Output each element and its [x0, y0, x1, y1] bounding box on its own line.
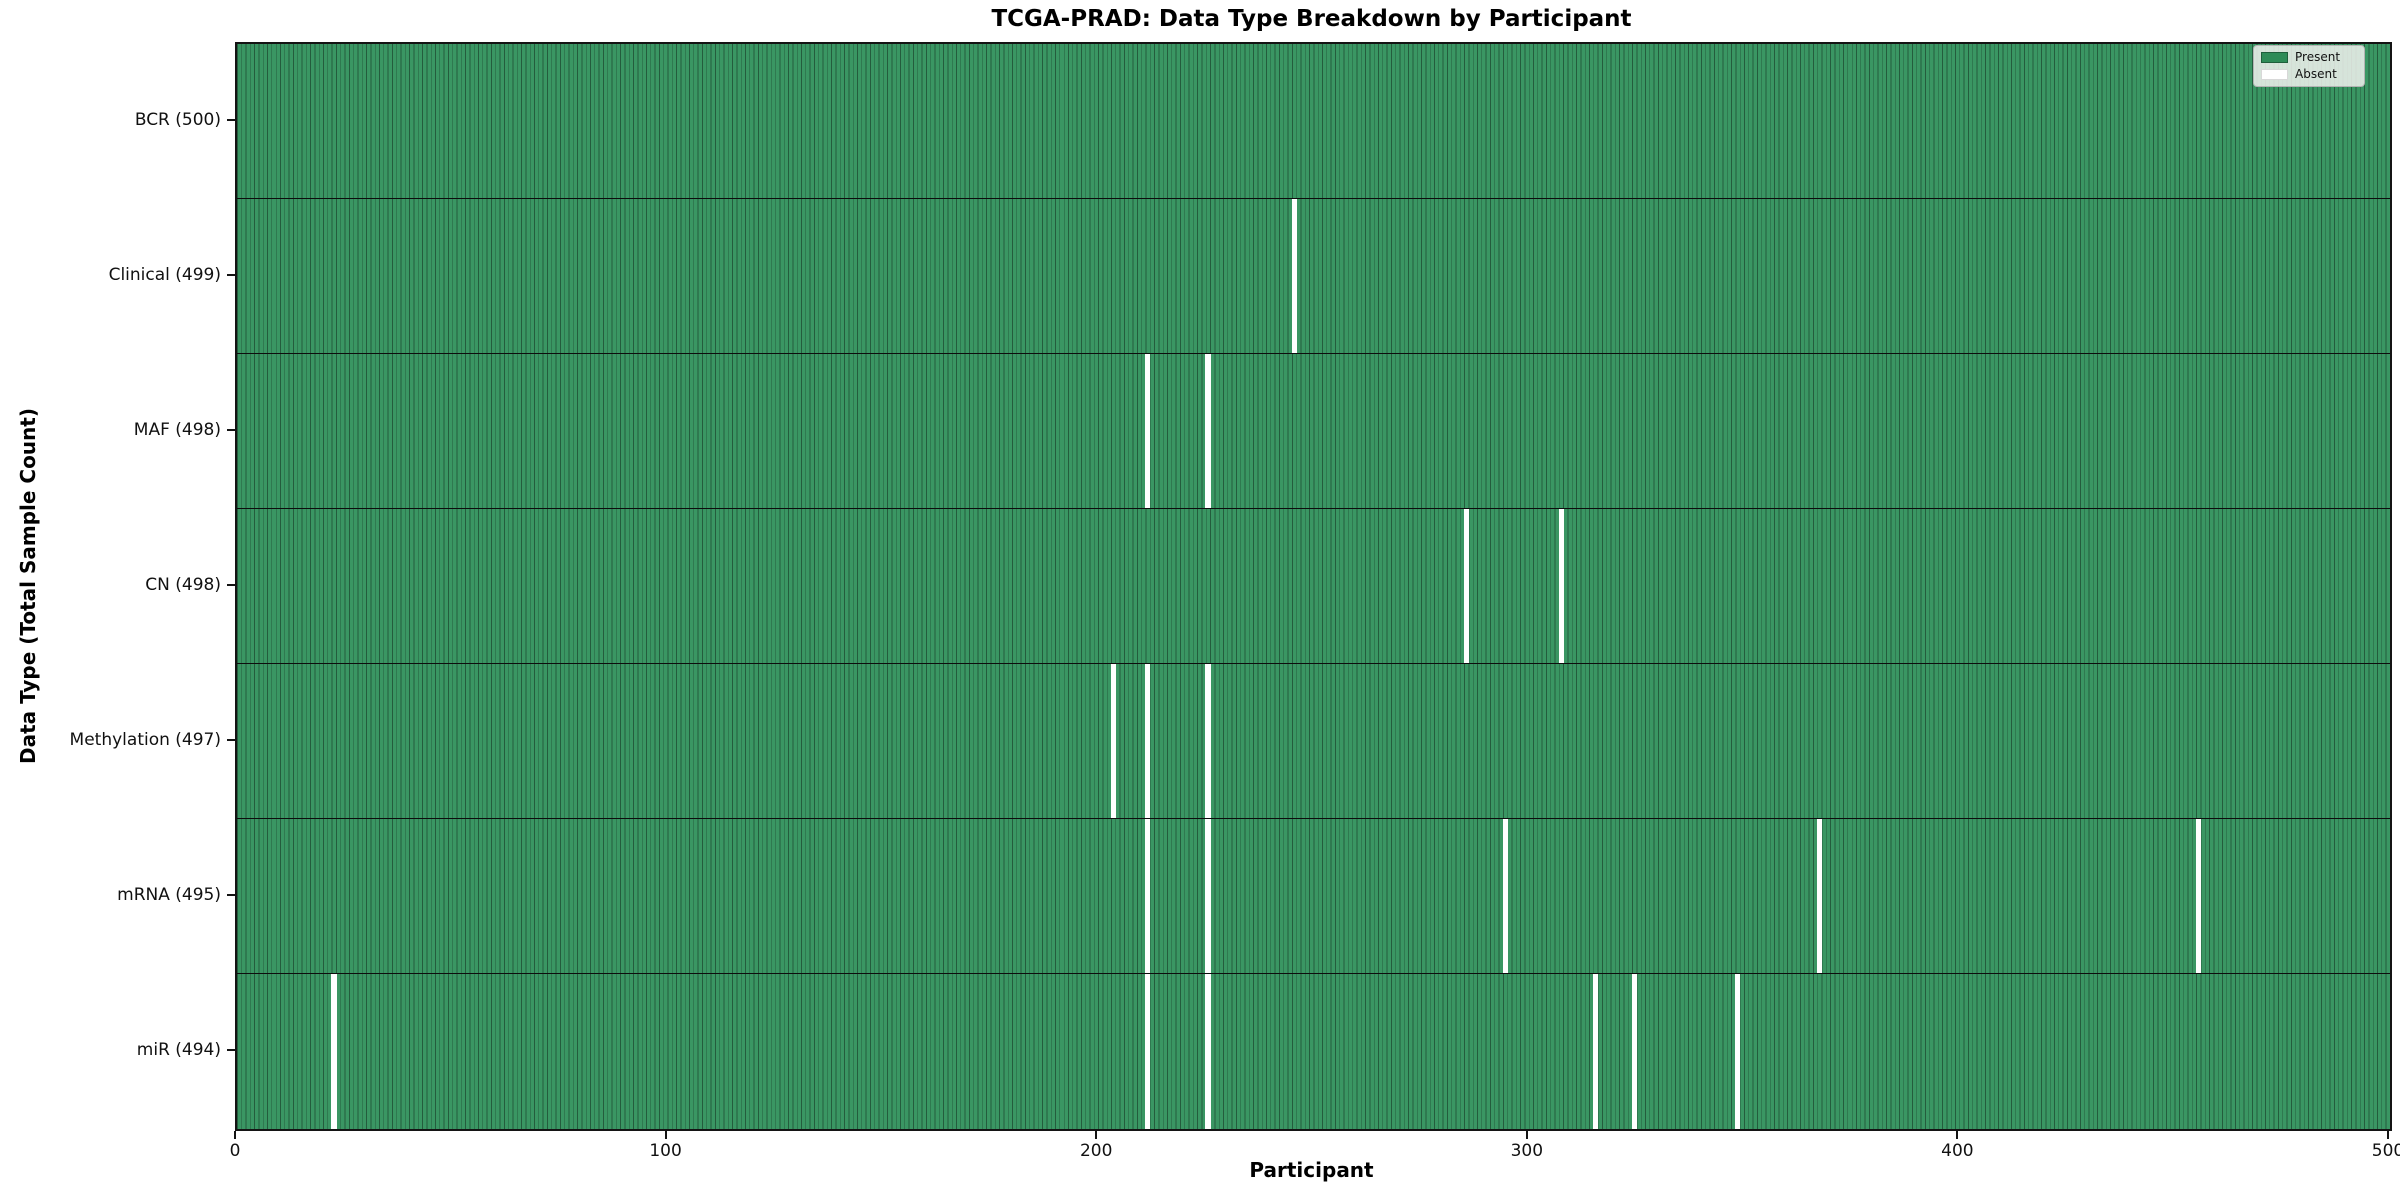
y-tick-mark	[227, 738, 235, 741]
x-tick-mark	[1956, 1131, 1959, 1139]
y-tick-label: mRNA (495)	[117, 884, 221, 905]
absent-bar	[2195, 819, 2202, 973]
y-tick-mark	[227, 583, 235, 586]
y-tick-mark	[227, 273, 235, 276]
x-tick-label: 200	[1079, 1141, 1113, 1161]
row-clinical	[237, 199, 2390, 354]
absent-bar	[1205, 664, 1211, 818]
absent-bar	[1145, 354, 1151, 508]
absent-bar	[1145, 664, 1151, 818]
row-mir	[237, 974, 2390, 1129]
absent-bar	[1145, 819, 1151, 973]
x-tick-label: 100	[649, 1141, 682, 1161]
x-tick-label: 300	[1510, 1141, 1544, 1161]
y-tick-label: miR (494)	[136, 1039, 221, 1060]
legend-item-absent: Absent	[2261, 67, 2356, 82]
x-tick-label: 500	[2371, 1141, 2400, 1161]
y-tick-label: Clinical (499)	[108, 264, 221, 285]
absent-bar	[1502, 819, 1508, 973]
absent-bar	[1631, 974, 1637, 1129]
absent-bar	[1735, 974, 1741, 1129]
absent-bar	[1205, 819, 1211, 973]
absent-bar	[1558, 509, 1564, 663]
absent-swatch-icon	[2261, 69, 2288, 81]
y-tick-label: MAF (498)	[133, 419, 221, 440]
y-tick-label: BCR (500)	[134, 109, 221, 130]
y-tick-label: CN (498)	[145, 574, 221, 595]
legend-label-absent: Absent	[2295, 67, 2337, 82]
y-tick-label: Methylation (497)	[69, 729, 221, 750]
y-tick-mark	[227, 1048, 235, 1051]
legend-label-present: Present	[2295, 50, 2341, 64]
y-tick-mark	[227, 118, 235, 121]
x-tick-mark	[1095, 1131, 1098, 1139]
x-tick-mark	[234, 1131, 236, 1139]
absent-bar	[1145, 974, 1151, 1129]
absent-bar	[1110, 664, 1116, 818]
x-tick-label: 0	[229, 1141, 241, 1161]
absent-bar	[1205, 974, 1211, 1129]
absent-bar	[1592, 974, 1599, 1129]
absent-bar	[1816, 819, 1823, 973]
x-tick-label: 400	[1941, 1141, 1974, 1161]
row-mrna	[237, 819, 2390, 974]
y-tick-mark	[227, 428, 235, 431]
row-maf	[237, 354, 2390, 509]
x-tick-mark	[2387, 1131, 2389, 1139]
y-tick-mark	[227, 893, 235, 896]
row-cn	[237, 509, 2390, 664]
plot-area	[235, 42, 2392, 1131]
absent-bar	[1463, 509, 1469, 663]
legend: Present Absent	[2253, 45, 2365, 88]
absent-bar	[1205, 354, 1211, 508]
present-swatch-icon	[2261, 52, 2288, 64]
absent-bar	[1291, 199, 1297, 353]
x-tick-mark	[1525, 1131, 1528, 1139]
row-bcr	[237, 44, 2390, 199]
chart-title: TCGA-PRAD: Data Type Breakdown by Partic…	[991, 6, 1632, 32]
x-tick-mark	[664, 1131, 667, 1139]
x-axis-label: Participant	[1249, 1158, 1374, 1182]
legend-item-present: Present	[2261, 50, 2356, 64]
row-methylation	[237, 664, 2390, 819]
absent-bar	[331, 974, 337, 1129]
